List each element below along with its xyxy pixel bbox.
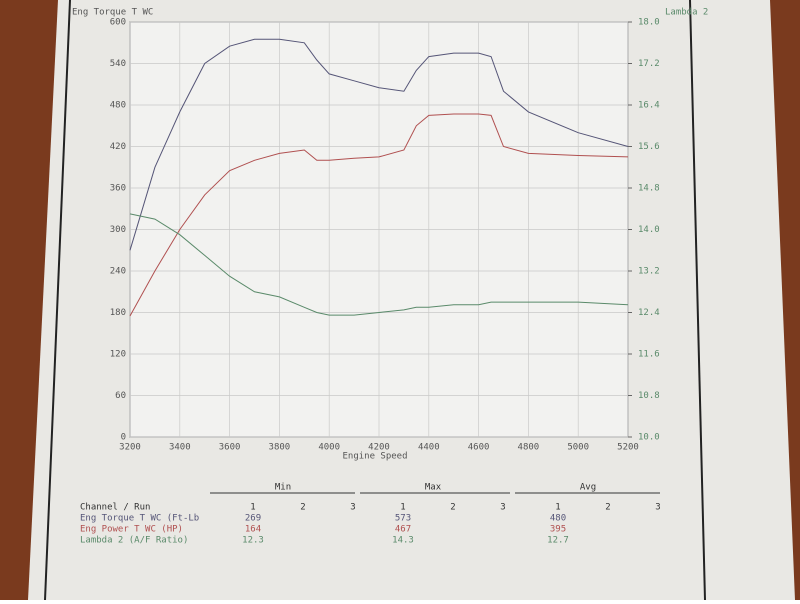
stat-value: 14.3 <box>392 536 414 546</box>
y2-tick-label: 14.0 <box>638 225 660 235</box>
run-number: 1 <box>555 503 560 513</box>
group-header: Max <box>425 483 442 493</box>
y2-tick-label: 13.2 <box>638 267 660 277</box>
stat-value: 395 <box>550 525 566 535</box>
y-tick-label: 360 <box>110 184 126 194</box>
y-tick-label: 0 <box>121 433 126 443</box>
y2-axis-label: Lambda 2 <box>665 8 708 18</box>
x-tick-label: 5000 <box>567 443 589 453</box>
y-tick-label: 480 <box>110 101 126 111</box>
y-tick-label: 300 <box>110 225 126 235</box>
x-tick-label: 5200 <box>617 443 639 453</box>
series-line <box>129 113 629 317</box>
run-number: 3 <box>350 503 355 513</box>
y-tick-label: 180 <box>110 308 126 318</box>
y-tick-label: 120 <box>110 350 126 360</box>
y2-tick-label: 17.2 <box>638 59 660 69</box>
y2-tick-label: 16.4 <box>638 101 660 111</box>
run-number: 2 <box>605 503 610 513</box>
y2-tick-label: 12.4 <box>638 308 660 318</box>
channel-name: Eng Torque T WC (Ft-Lb <box>80 514 199 524</box>
y-tick-label: 60 <box>115 391 126 401</box>
y2-tick-label: 18.0 <box>638 18 660 28</box>
stat-value: 164 <box>245 525 261 535</box>
y-tick-label: 420 <box>110 142 126 152</box>
run-number: 3 <box>500 503 505 513</box>
x-tick-label: 3200 <box>119 443 141 453</box>
x-tick-label: 3400 <box>169 443 191 453</box>
x-tick-label: 4000 <box>318 443 340 453</box>
series-line <box>129 213 629 316</box>
row-header: Channel / Run <box>80 503 150 513</box>
run-number: 3 <box>655 503 660 513</box>
stat-value: 480 <box>550 514 566 524</box>
channel-name: Lambda 2 (A/F Ratio) <box>80 536 188 546</box>
run-number: 1 <box>250 503 255 513</box>
x-tick-label: 3600 <box>219 443 241 453</box>
stat-value: 269 <box>245 514 261 524</box>
y2-tick-label: 10.8 <box>638 391 660 401</box>
y-tick-label: 540 <box>110 59 126 69</box>
x-tick-label: 4400 <box>418 443 440 453</box>
run-number: 1 <box>400 503 405 513</box>
stat-value: 573 <box>395 514 411 524</box>
y2-tick-label: 14.8 <box>638 184 660 194</box>
x-tick-label: 4600 <box>468 443 490 453</box>
paper-rule <box>44 0 71 601</box>
y-tick-label: 600 <box>110 18 126 28</box>
group-header: Avg <box>580 483 596 493</box>
group-header: Min <box>275 483 291 493</box>
y2-tick-label: 10.0 <box>638 433 660 443</box>
x-tick-label: 4800 <box>518 443 540 453</box>
stat-value: 467 <box>395 525 411 535</box>
x-axis-label: Engine Speed <box>342 452 407 462</box>
run-number: 2 <box>450 503 455 513</box>
y-tick-label: 240 <box>110 267 126 277</box>
paper-rule <box>689 0 706 601</box>
stat-value: 12.7 <box>547 536 569 546</box>
series-line <box>129 38 629 251</box>
channel-name: Eng Power T WC (HP) <box>80 525 183 535</box>
run-number: 2 <box>300 503 305 513</box>
y2-tick-label: 11.6 <box>638 350 660 360</box>
x-tick-label: 4200 <box>368 443 390 453</box>
y2-tick-label: 15.6 <box>638 142 660 152</box>
x-tick-label: 3800 <box>269 443 291 453</box>
stat-value: 12.3 <box>242 536 264 546</box>
y-axis-label: Eng Torque T WC <box>72 8 153 18</box>
